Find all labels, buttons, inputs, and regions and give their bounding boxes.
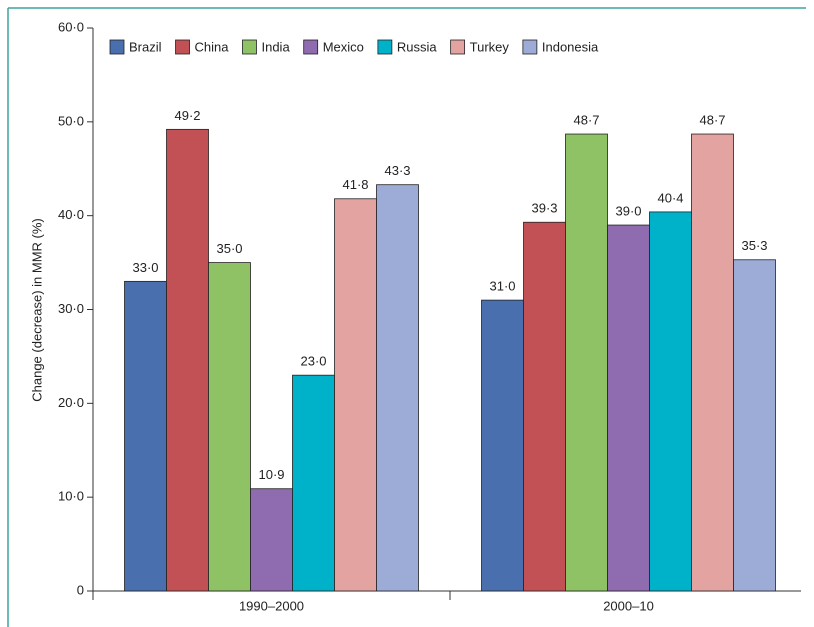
value-label: 49·2 [174, 108, 200, 123]
legend-swatch [242, 39, 257, 55]
bar [481, 299, 524, 592]
value-label: 35·3 [741, 238, 767, 253]
bar [523, 221, 566, 592]
y-tick-label: 50·0 [58, 113, 84, 128]
bar [607, 224, 650, 592]
y-tick-label: 40·0 [58, 207, 84, 222]
bar [124, 280, 167, 592]
y-tick-label: 0 [77, 582, 84, 597]
bar [376, 184, 419, 592]
bar [565, 133, 608, 592]
bar [691, 133, 734, 592]
bar [733, 259, 776, 592]
value-label: 39·3 [531, 201, 557, 216]
legend-swatch [109, 39, 125, 55]
x-tick-label: 2000–10 [603, 598, 654, 613]
bar [292, 374, 335, 592]
value-label: 48·7 [699, 112, 725, 127]
legend-swatch [450, 39, 466, 55]
legend-swatch [303, 39, 319, 55]
legend-label: China [195, 39, 230, 54]
y-tick-label: 20·0 [58, 395, 84, 410]
value-label: 43·3 [384, 163, 410, 178]
value-label: 40·4 [657, 190, 683, 205]
value-label: 39·0 [615, 203, 641, 218]
legend-label: Indonesia [542, 39, 599, 54]
legend-label: India [261, 39, 290, 54]
value-label: 33·0 [132, 260, 158, 275]
y-tick-label: 60·0 [58, 19, 84, 34]
value-label: 41·8 [342, 177, 368, 192]
bar [649, 211, 692, 592]
bar [208, 262, 251, 592]
value-label: 35·0 [216, 241, 242, 256]
bar [334, 198, 377, 592]
value-label: 48·7 [573, 112, 599, 127]
y-tick-label: 10·0 [58, 489, 84, 504]
legend-swatch [377, 39, 393, 55]
legend-label: Russia [397, 39, 438, 54]
bar [250, 488, 293, 592]
y-axis-label: Change (decrease) in MMR (%) [29, 218, 44, 402]
legend-swatch [522, 39, 538, 55]
y-tick-label: 30·0 [58, 301, 84, 316]
x-tick-label: 1990–2000 [239, 598, 304, 613]
legend-label: Mexico [323, 39, 364, 54]
value-label: 23·0 [300, 354, 326, 369]
legend-swatch [175, 39, 190, 55]
legend-label: Turkey [470, 39, 510, 54]
value-label: 10·9 [258, 467, 284, 482]
value-label: 31·0 [489, 279, 515, 294]
legend-label: Brazil [129, 39, 162, 54]
bar [166, 128, 209, 592]
